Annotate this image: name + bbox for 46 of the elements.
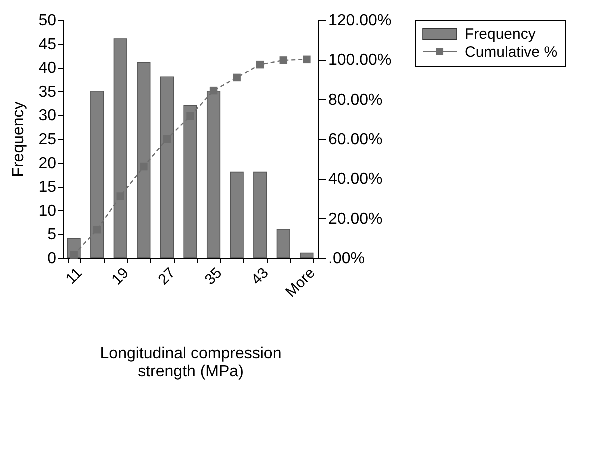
point [303,56,311,64]
bar [276,229,290,258]
y-tick-label: 35 [38,84,57,101]
point [233,74,241,82]
legend-label: Cumulative % [465,44,558,61]
y-tick-label: 30 [38,108,57,125]
bar [206,91,221,258]
point [210,86,218,95]
legend-label: Frequency [465,26,536,44]
y2-tick-label: 60.00% [328,132,383,148]
bar [137,62,151,258]
y2-tick-label: 80.00% [328,92,383,109]
bar [230,172,244,258]
y-tick-label: 45 [38,36,57,54]
y2-tick-label: .00% [328,250,365,268]
x-tick-label: 43 [248,264,272,289]
point [93,226,102,234]
bar [114,38,128,258]
bar [254,172,268,258]
point [280,56,288,64]
x-tick-label: 19 [108,264,132,289]
y-tick-label: 40 [38,60,57,78]
y-tick-label: 15 [38,179,57,196]
y-tick-label: 25 [38,132,57,148]
x-tick-label: 27 [155,264,180,289]
bar [90,91,104,258]
y2-tick-label: 100.00% [328,52,392,70]
y-tick-label: 5 [48,226,57,244]
y-tick-label: 20 [38,155,57,172]
bar [300,252,314,258]
y-tick-label: 10 [38,202,57,220]
y-tick-label: 0 [48,250,57,268]
point [70,251,78,259]
y-axis-title: Frequency [10,102,28,178]
x-tick-label: 35 [202,264,226,289]
point [163,135,172,144]
y2-tick-label: 40.00% [328,171,383,188]
x-tick-label: 11 [62,264,86,288]
bar [160,76,174,258]
point [256,60,264,69]
point [116,192,125,200]
x-axis-title: Longitudinal compression strength (MPa) [100,345,282,380]
y2-tick-label: 20.00% [328,210,383,228]
bar [184,105,198,258]
y-tick-label: 50 [38,12,57,30]
y2-tick-label: 120.00% [328,12,392,30]
